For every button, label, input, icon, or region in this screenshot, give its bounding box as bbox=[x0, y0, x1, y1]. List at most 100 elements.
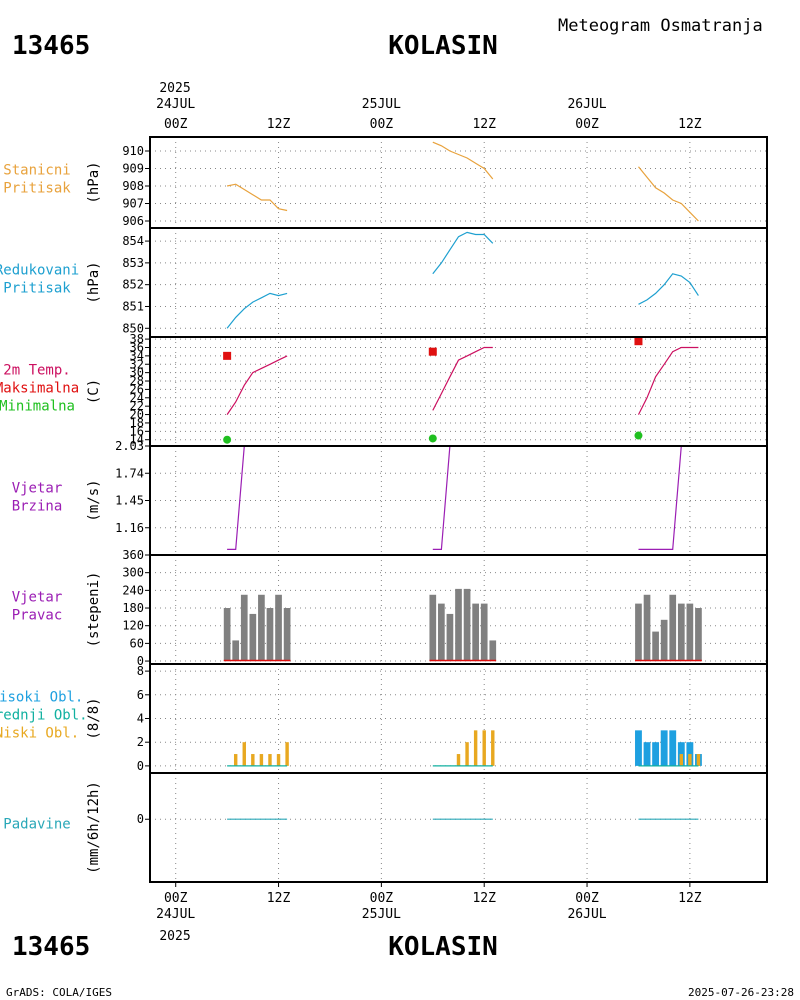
ytick-label-wind-direction-1: 60 bbox=[130, 636, 144, 650]
ytick-label-cloud-cover-4: 8 bbox=[137, 664, 144, 678]
station-name-bottom: KOLASIN bbox=[388, 932, 498, 962]
panel-wind-direction: 0 60 120 180 240 300 360 (stepeni) Vjetar Pravac bbox=[12, 548, 768, 668]
ytick-label-reduced-pressure-0: 850 bbox=[122, 321, 144, 335]
ytick-label-reduced-pressure-2: 852 bbox=[122, 278, 144, 292]
bar-wind-direction-15 bbox=[489, 640, 497, 662]
min-temp-marker-4 bbox=[428, 434, 437, 443]
panel-label-wind-direction-0: Vjetar bbox=[12, 590, 63, 606]
panel-label-temperature-2: Minimalna bbox=[0, 399, 75, 415]
bar-wind-direction-2 bbox=[240, 594, 248, 662]
panel-label-reduced-pressure-0: Redukovani bbox=[0, 263, 79, 279]
station-name-top: KOLASIN bbox=[388, 31, 498, 61]
unit-label-reduced-pressure: (hPa) bbox=[86, 261, 102, 303]
ytick-label-cloud-cover-0: 0 bbox=[137, 759, 144, 773]
ytick-label-wind-direction-6: 360 bbox=[122, 548, 144, 562]
ytick-label-temperature-1: 16 bbox=[130, 424, 144, 438]
panels: 906907908909910(hPa)StanicniPritisak8508… bbox=[0, 136, 768, 883]
bottom-hour-label-1: 12Z bbox=[267, 891, 291, 906]
series-line-temperature-1 bbox=[432, 346, 493, 411]
high-cloud-bar-4 bbox=[669, 730, 677, 766]
ytick-label-wind-direction-5: 300 bbox=[122, 566, 144, 580]
ytick-label-precipitation-0: 0 bbox=[137, 812, 144, 826]
panel-frame-temperature bbox=[149, 336, 768, 447]
bar-wind-direction-16 bbox=[635, 603, 642, 662]
panel-label-precipitation-0: Padavine bbox=[3, 817, 70, 833]
low-cloud-bar-7 bbox=[285, 742, 289, 766]
bar-wind-direction-11 bbox=[455, 588, 462, 662]
panel-label-reduced-pressure-1: Pritisak bbox=[3, 281, 71, 297]
panel-wind-speed: 1.16 1.45 1.74 2.03 (m/s) Vjetar Brzina bbox=[12, 439, 768, 556]
top-hour-label-1: 12Z bbox=[267, 117, 291, 132]
ytick-label-reduced-pressure-4: 854 bbox=[122, 234, 144, 248]
ytick-label-temperature-2: 18 bbox=[130, 416, 144, 430]
top-time-axis: 24JUL 00Z 12Z 25JUL 00Z 12Z 26JUL 00Z 12Z bbox=[156, 97, 702, 132]
bar-wind-direction-22 bbox=[686, 603, 694, 662]
unit-label-wind-direction: (stepeni) bbox=[86, 572, 102, 648]
bar-wind-direction-9 bbox=[438, 603, 445, 662]
series-line-temperature-0 bbox=[226, 355, 288, 415]
high-cloud-bar-2 bbox=[652, 742, 660, 766]
low-cloud-bar-1 bbox=[233, 754, 238, 766]
high-cloud-bar-1 bbox=[643, 742, 651, 766]
ytick-label-temperature-3: 20 bbox=[130, 408, 144, 422]
low-cloud-bar-5 bbox=[268, 754, 272, 766]
series-line-reduced-pressure-2 bbox=[638, 273, 699, 305]
ytick-label-temperature-0: 14 bbox=[130, 433, 144, 447]
bar-wind-direction-12 bbox=[463, 588, 471, 662]
panel-label-wind-speed-1: Brzina bbox=[12, 499, 63, 515]
max-temp-marker-1 bbox=[428, 347, 437, 356]
bottom-hour-label-0: 00Z bbox=[164, 891, 188, 906]
bar-wind-direction-17 bbox=[643, 594, 651, 662]
low-cloud-bar-23 bbox=[696, 754, 701, 766]
max-temp-marker-0 bbox=[223, 351, 232, 360]
panel-label-station-pressure-0: Stanicni bbox=[3, 163, 70, 179]
bar-wind-direction-19 bbox=[660, 619, 668, 662]
ytick-label-wind-speed-2: 1.74 bbox=[115, 466, 144, 480]
bar-wind-direction-4 bbox=[258, 594, 265, 662]
top-hour-label-4: 00Z bbox=[575, 117, 599, 132]
low-cloud-bar-12 bbox=[465, 742, 469, 766]
ytick-label-cloud-cover-3: 6 bbox=[137, 688, 144, 702]
low-cloud-bar-2 bbox=[242, 742, 246, 766]
panel-label-wind-speed-0: Vjetar bbox=[12, 481, 63, 497]
panel-station-pressure: 906 907 908 909 910 (hPa) Stanicni Pritisak bbox=[3, 136, 768, 229]
bottom-hour-label-5: 12Z bbox=[678, 891, 702, 906]
bar-wind-direction-8 bbox=[429, 594, 437, 662]
ytick-label-temperature-5: 24 bbox=[130, 391, 144, 405]
low-cloud-bar-13 bbox=[473, 730, 478, 766]
unit-label-precipitation: (mm/6h/12h) bbox=[86, 781, 102, 874]
low-cloud-bar-4 bbox=[259, 754, 264, 766]
ytick-label-temperature-12: 38 bbox=[130, 332, 144, 346]
series-line-reduced-pressure-0 bbox=[226, 292, 288, 329]
ytick-label-wind-direction-0: 0 bbox=[137, 654, 144, 668]
ytick-label-reduced-pressure-3: 853 bbox=[122, 256, 144, 270]
panel-precipitation: 0 (mm/6h/12h) Padavine bbox=[3, 772, 768, 883]
series-line-station-pressure-2 bbox=[638, 166, 699, 222]
ytick-label-station-pressure-1: 907 bbox=[122, 197, 144, 211]
bottom-date-label-2: 25JUL bbox=[362, 907, 401, 922]
top-date-label-0: 24JUL bbox=[156, 97, 195, 112]
ytick-label-wind-direction-3: 180 bbox=[122, 601, 144, 615]
panel-frame-station-pressure bbox=[149, 136, 768, 229]
unit-label-station-pressure: (hPa) bbox=[86, 161, 102, 203]
product-title: Meteogram Osmatranja bbox=[558, 16, 763, 36]
ytick-label-cloud-cover-1: 2 bbox=[137, 735, 144, 749]
ytick-label-reduced-pressure-1: 851 bbox=[122, 299, 144, 313]
station-id-bottom: 13465 bbox=[12, 932, 90, 962]
ytick-label-temperature-6: 26 bbox=[130, 382, 144, 396]
bottom-hour-label-3: 12Z bbox=[472, 891, 496, 906]
low-cloud-bar-15 bbox=[491, 730, 495, 766]
credit-text: GrADS: COLA/IGES bbox=[6, 986, 112, 999]
ytick-label-temperature-8: 30 bbox=[130, 366, 144, 380]
ytick-label-wind-speed-0: 1.16 bbox=[115, 521, 144, 535]
low-cloud-bar-6 bbox=[276, 754, 281, 766]
low-cloud-bar-21 bbox=[679, 754, 684, 766]
bar-wind-direction-21 bbox=[677, 603, 685, 662]
ytick-label-temperature-11: 36 bbox=[130, 340, 144, 354]
ytick-label-station-pressure-3: 909 bbox=[122, 162, 144, 176]
min-temp-marker-3 bbox=[223, 435, 232, 444]
bar-wind-direction-3 bbox=[249, 613, 257, 662]
high-cloud-bar-3 bbox=[660, 730, 668, 766]
